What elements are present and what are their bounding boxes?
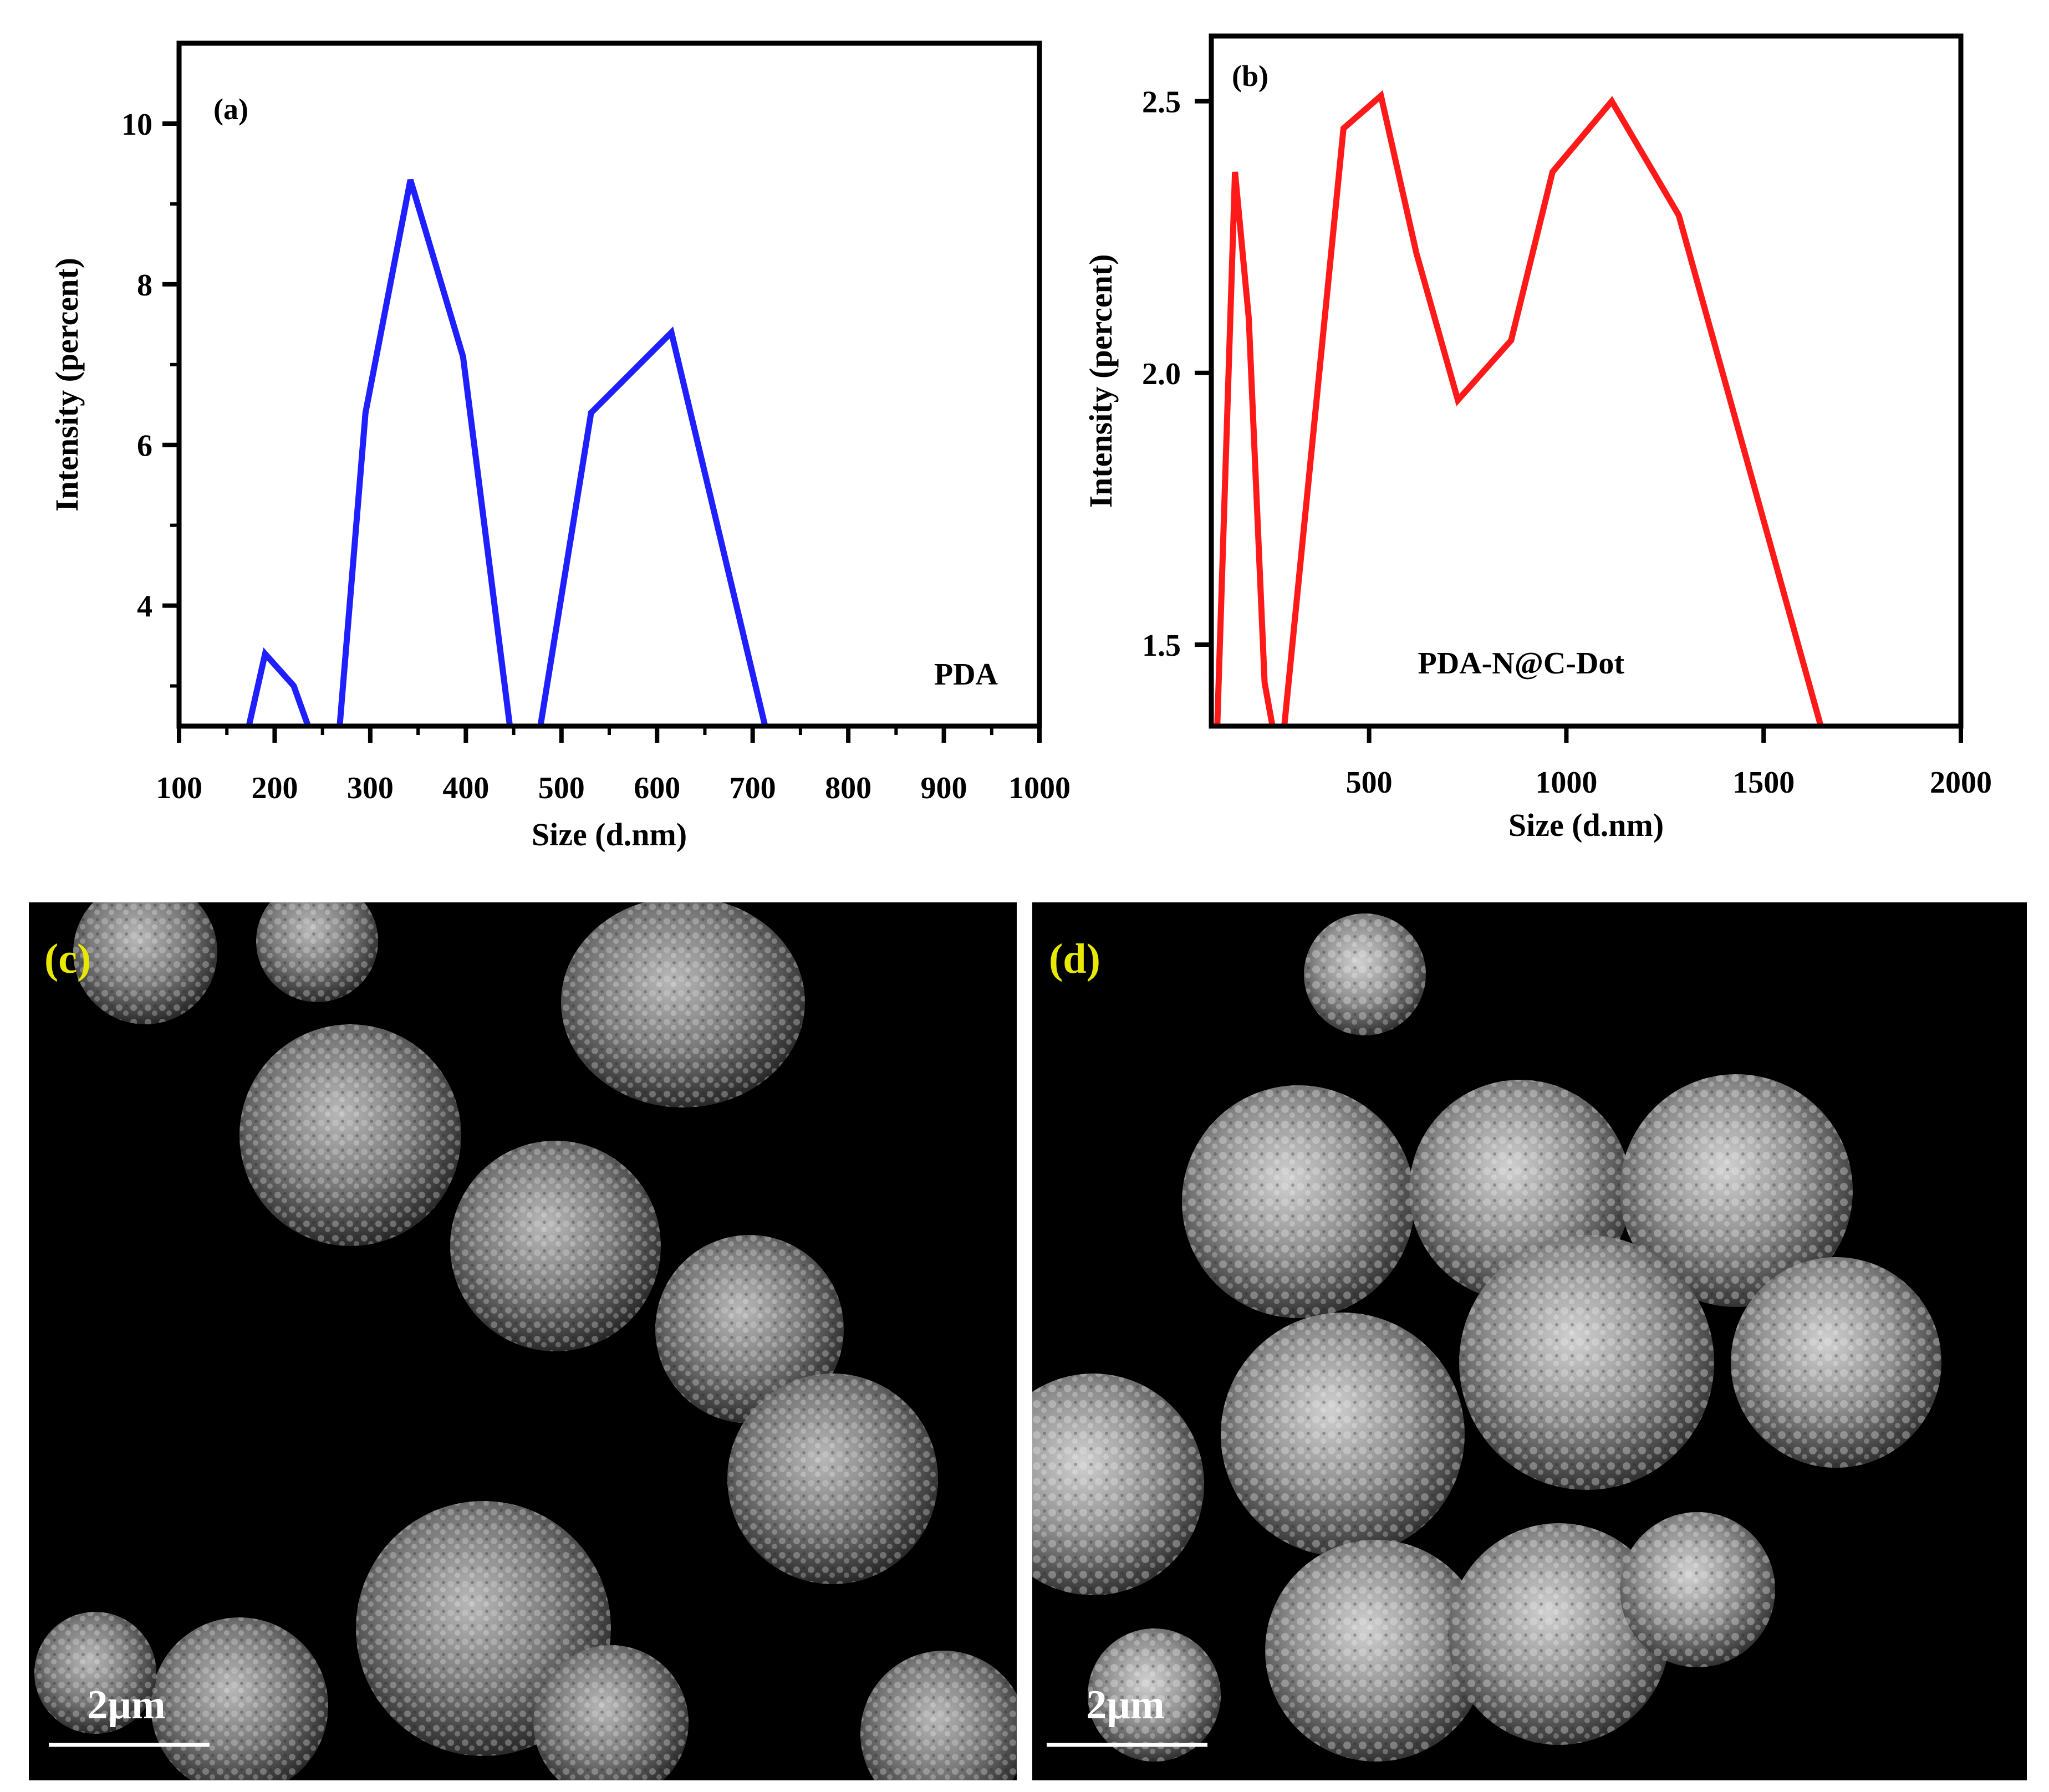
series-line-segment (246, 647, 311, 726)
x-tick-label: 300 (347, 771, 394, 805)
x-tick-label: 500 (538, 771, 585, 805)
x-tick-label: 800 (825, 771, 871, 805)
panel-label: (a) (213, 93, 248, 126)
series-line-segment (1214, 171, 1276, 726)
x-tick-label: 400 (442, 771, 489, 805)
x-tick-label: 900 (921, 771, 967, 805)
chart-a: 100 200 300 400 500 600 700 800 900 1000 4 6 8 10 Size… (49, 40, 1071, 852)
series-line-segment (537, 326, 768, 726)
series-annotation: PDA (934, 657, 998, 692)
x-axis-label: Size (d.nm) (532, 816, 687, 852)
panel-label-d: (d) (1049, 936, 1100, 982)
series-line-segment (337, 178, 513, 726)
y-tick-label: 8 (137, 268, 152, 303)
plot-frame (1209, 33, 1964, 729)
scale-bar-label-c: 2µm (87, 1682, 165, 1728)
x-tick-label: 1500 (1732, 765, 1795, 800)
y-tick-label: 10 (121, 108, 152, 142)
particle-cluster (1032, 913, 1941, 1762)
y-tick-label: 4 (137, 590, 152, 624)
chart-b: 500 1000 1500 2000 1.5 2.0 2.5 Size (d.nm) Inten… (1083, 33, 1992, 843)
x-tick-label: 700 (730, 771, 776, 805)
panel-label-c: (c) (44, 936, 91, 982)
particle-cluster (34, 902, 1017, 1780)
y-axis-label: Intensity (percent) (49, 258, 85, 512)
scale-bar-label-d: 2µm (1086, 1682, 1164, 1728)
sem-image-c (29, 902, 1017, 1780)
y-tick-label: 6 (137, 429, 152, 463)
sem-image-d (1032, 902, 2027, 1780)
series-line-segment (1281, 90, 1824, 726)
x-tick-label: 1000 (1008, 771, 1071, 805)
x-tick-label: 2000 (1930, 765, 1992, 800)
y-tick-label: 2.5 (1142, 85, 1181, 120)
panel-label: (b) (1232, 59, 1268, 93)
x-tick-label: 500 (1346, 765, 1393, 800)
y-tick-label: 1.5 (1142, 629, 1181, 663)
x-tick-label: 1000 (1535, 765, 1597, 800)
x-tick-label: 200 (251, 771, 298, 805)
y-axis-label: Intensity (percent) (1083, 254, 1119, 508)
x-tick-label: 100 (156, 771, 202, 805)
series-annotation: PDA-N@C-Dot (1418, 646, 1625, 681)
x-axis-label: Size (d.nm) (1508, 807, 1664, 843)
y-tick-label: 2.0 (1142, 357, 1181, 391)
x-tick-label: 600 (634, 771, 680, 805)
